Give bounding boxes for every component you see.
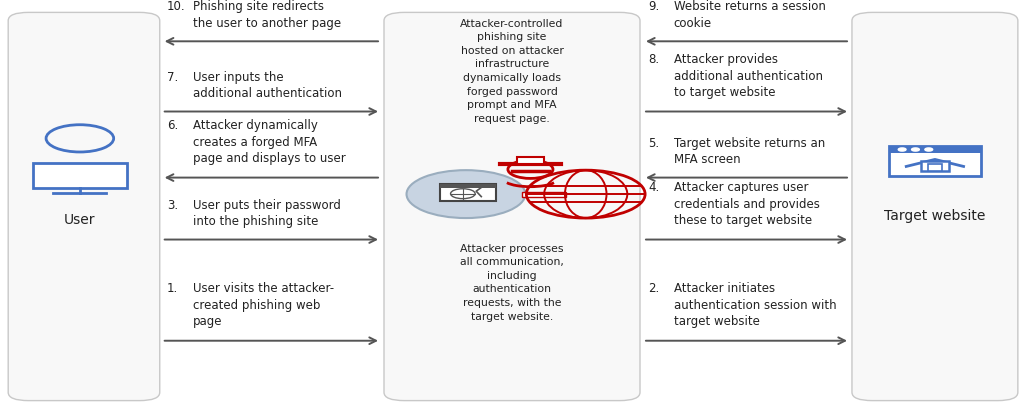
Circle shape: [925, 148, 933, 151]
FancyBboxPatch shape: [384, 12, 640, 401]
FancyBboxPatch shape: [517, 157, 544, 164]
FancyBboxPatch shape: [8, 12, 160, 401]
Text: Phishing site redirects
the user to another page: Phishing site redirects the user to anot…: [193, 0, 341, 30]
Text: Attacker processes
all communication,
including
authentication
requests, with th: Attacker processes all communication, in…: [460, 244, 564, 322]
FancyBboxPatch shape: [928, 164, 942, 171]
FancyBboxPatch shape: [440, 184, 496, 201]
Text: Attacker captures user
credentials and provides
these to target website: Attacker captures user credentials and p…: [674, 181, 819, 227]
Circle shape: [911, 148, 920, 151]
FancyBboxPatch shape: [889, 146, 981, 176]
Text: Attacker provides
additional authentication
to target website: Attacker provides additional authenticat…: [674, 53, 823, 99]
Text: Website returns a session
cookie: Website returns a session cookie: [674, 0, 825, 30]
Text: Target website returns an
MFA screen: Target website returns an MFA screen: [674, 137, 825, 166]
Circle shape: [407, 170, 525, 218]
Text: 6.: 6.: [167, 119, 178, 132]
Text: 8.: 8.: [648, 53, 659, 66]
Text: Target website: Target website: [885, 209, 985, 223]
Text: 3.: 3.: [167, 199, 178, 211]
Text: 7.: 7.: [167, 71, 178, 83]
Text: Attacker dynamically
creates a forged MFA
page and displays to user: Attacker dynamically creates a forged MF…: [193, 119, 345, 165]
FancyBboxPatch shape: [921, 161, 949, 171]
Text: User puts their password
into the phishing site: User puts their password into the phishi…: [193, 199, 340, 228]
Text: 5.: 5.: [648, 137, 659, 150]
Text: User: User: [65, 213, 95, 227]
FancyBboxPatch shape: [852, 12, 1018, 401]
Text: Attacker initiates
authentication session with
target website: Attacker initiates authentication sessio…: [674, 282, 837, 328]
Text: 2.: 2.: [648, 282, 659, 295]
FancyBboxPatch shape: [33, 163, 127, 188]
Text: User inputs the
additional authentication: User inputs the additional authenticatio…: [193, 71, 342, 100]
FancyBboxPatch shape: [889, 146, 981, 153]
FancyBboxPatch shape: [522, 192, 566, 197]
FancyBboxPatch shape: [440, 184, 496, 188]
Text: Attacker-controlled
phishing site
hosted on attacker
infrastructure
dynamically : Attacker-controlled phishing site hosted…: [461, 19, 563, 124]
Circle shape: [898, 148, 906, 151]
Text: 10.: 10.: [167, 0, 185, 13]
Text: 4.: 4.: [648, 181, 659, 194]
Text: 1.: 1.: [167, 282, 178, 295]
Text: User visits the attacker-
created phishing web
page: User visits the attacker- created phishi…: [193, 282, 334, 328]
Text: 9.: 9.: [648, 0, 659, 13]
